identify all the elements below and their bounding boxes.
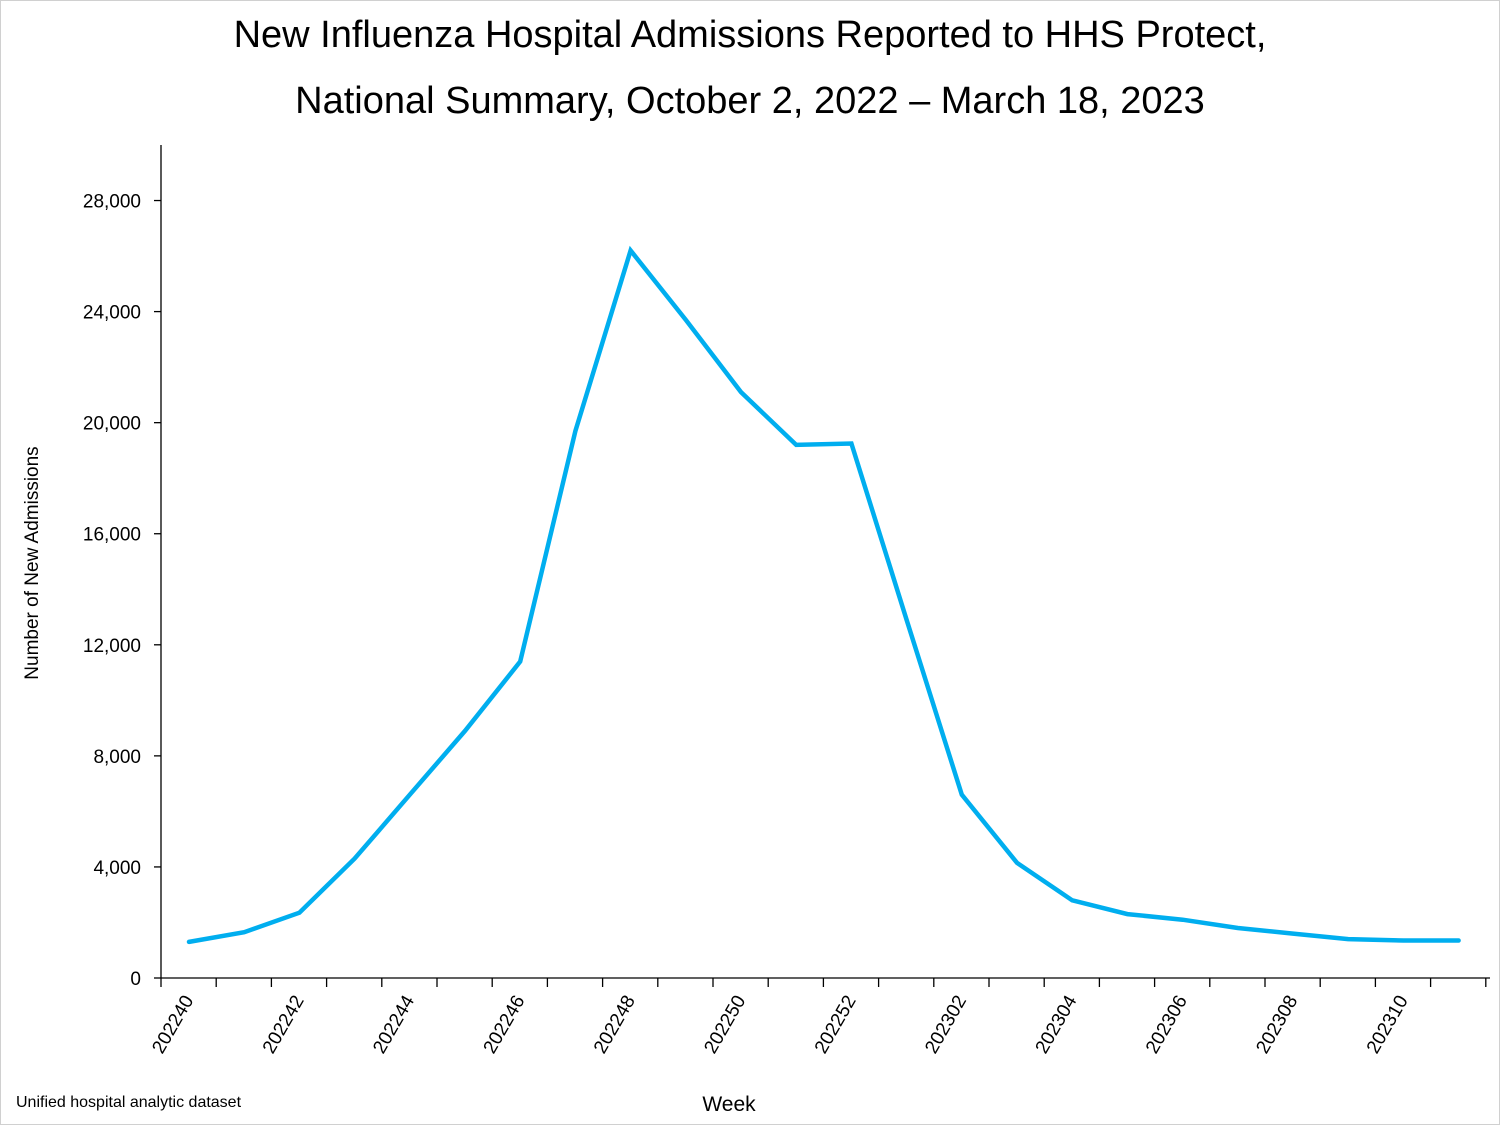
x-tick-label: 202310	[1363, 992, 1413, 1057]
x-tick-label: 202248	[590, 992, 640, 1057]
series-line	[186, 245, 1461, 945]
y-tick-label: 4,000	[93, 858, 141, 879]
y-tick-label: 0	[130, 969, 141, 990]
x-axis-title: Week	[702, 1093, 756, 1116]
source-note: Unified hospital analytic dataset	[16, 1094, 242, 1111]
y-tick-label: 8,000	[93, 747, 141, 768]
x-tick-label: 202308	[1252, 992, 1302, 1057]
x-tick-label: 202246	[480, 992, 530, 1057]
y-tick-label: 12,000	[83, 636, 141, 657]
axes	[160, 145, 1490, 979]
series-layer	[186, 245, 1461, 945]
x-tick-label: 202304	[1032, 992, 1082, 1058]
chart-title-line-2: National Summary, October 2, 2022 – Marc…	[295, 80, 1205, 122]
x-tick-label: 202302	[921, 992, 971, 1057]
y-tick-label: 28,000	[83, 192, 141, 213]
x-ticks: 202240 202242 202244 202246 202248 202250 2022…	[148, 978, 1487, 1058]
x-tick-label: 202244	[369, 992, 419, 1058]
y-axis-title: Number of New Admissions	[22, 446, 43, 680]
x-tick-label: 202240	[148, 992, 198, 1057]
chart-title-line-1: New Influenza Hospital Admissions Report…	[233, 14, 1267, 56]
x-tick-label: 202252	[811, 992, 861, 1057]
x-tick-label: 202250	[700, 992, 750, 1057]
y-tick-label: 24,000	[83, 303, 141, 324]
y-tick-label: 16,000	[83, 525, 141, 546]
y-tick-label: 20,000	[83, 414, 141, 435]
x-tick-label: 202242	[259, 992, 309, 1057]
x-tick-label: 202306	[1142, 992, 1192, 1057]
y-ticks: 0 4,000 8,000 12,000 16,000 20,000 24,000 28,00…	[83, 192, 161, 990]
